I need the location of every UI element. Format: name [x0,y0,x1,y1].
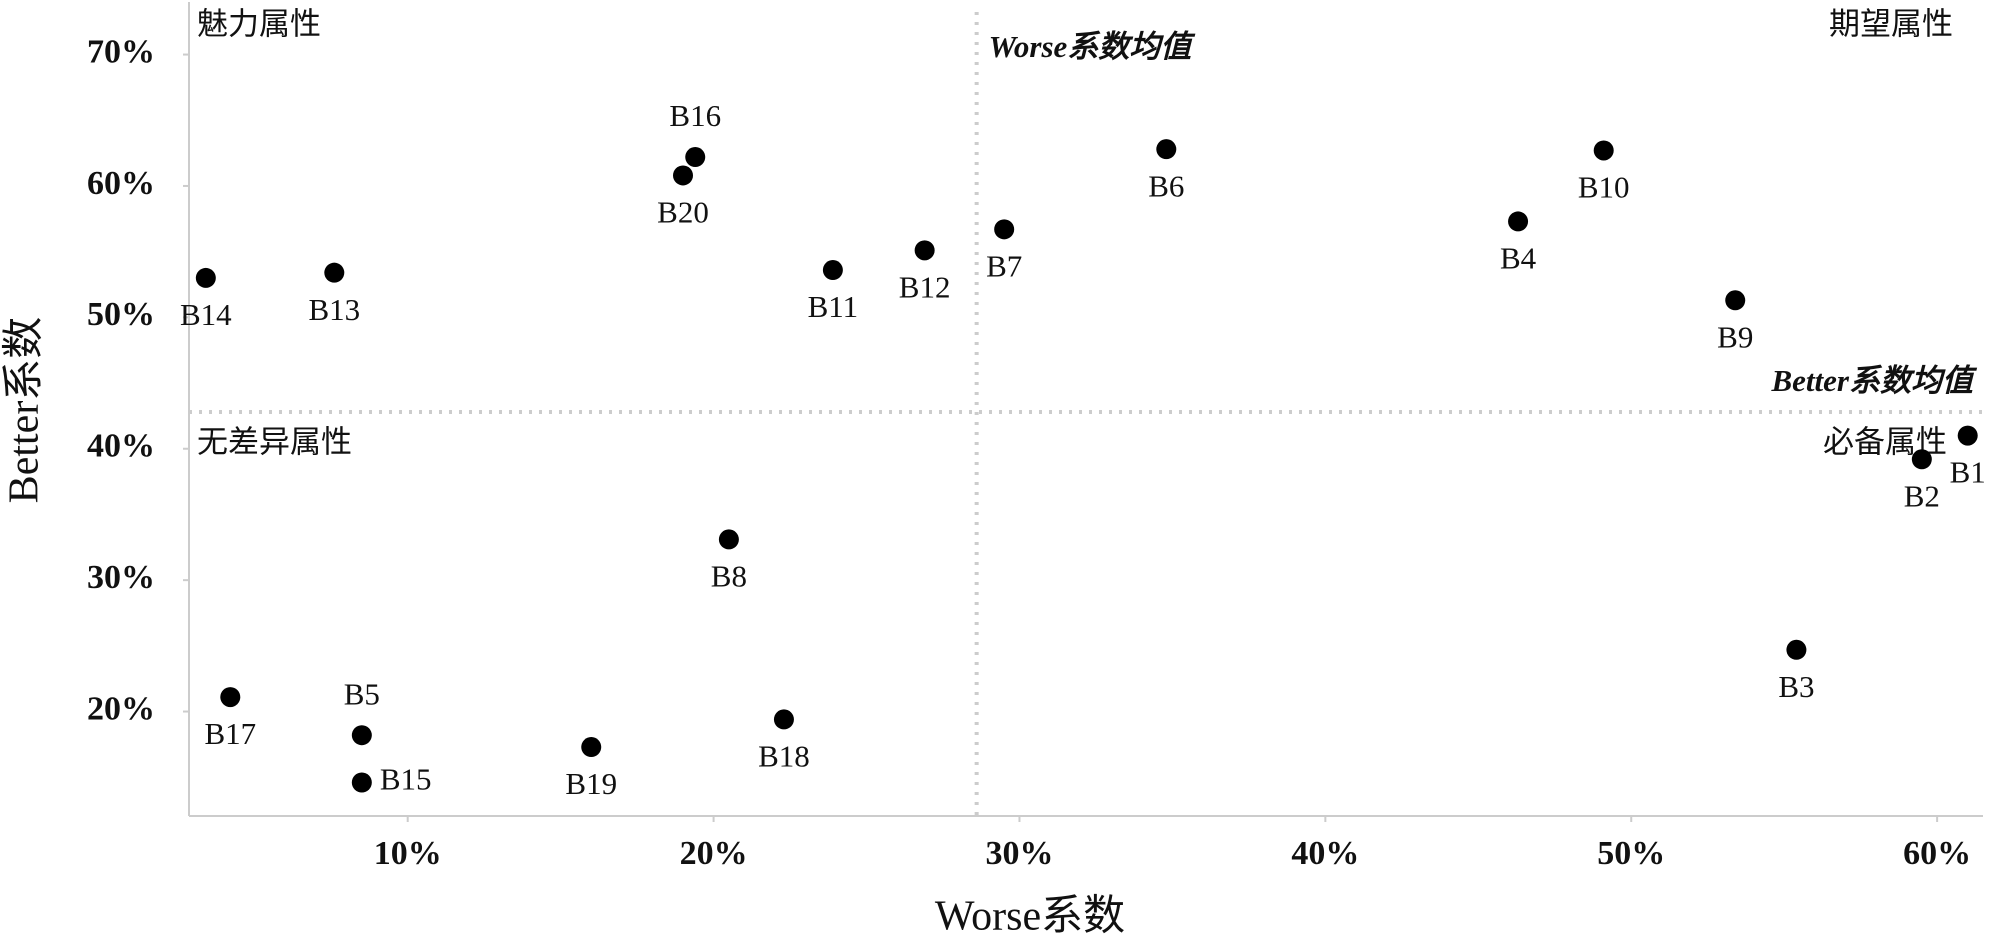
point [1957,425,1978,446]
reference-label: Worse系数均值 [989,29,1197,64]
point [1156,139,1177,160]
point [914,240,935,261]
point-label: B17 [204,716,256,751]
point [1508,211,1529,232]
point-label: B4 [1500,241,1537,276]
point [351,772,372,793]
point [718,529,739,550]
point-label: B20 [657,195,709,230]
point [220,687,241,708]
point-label: B5 [344,676,380,711]
x-axis-title: Worse系数 [935,894,1125,940]
point-label: B14 [180,297,232,332]
point [1786,639,1807,660]
point-label: B7 [986,248,1022,283]
x-tick-label: 60% [1903,835,1971,872]
point [773,709,794,730]
point-label: B13 [308,292,360,327]
point-label: B16 [669,98,721,133]
point-label: B19 [565,766,617,801]
point-label: B3 [1778,669,1814,704]
y-tick-label: 70% [87,33,155,70]
point [673,165,693,186]
point [324,262,345,283]
point [581,737,602,758]
point [1725,290,1746,311]
point-label: B2 [1904,478,1940,513]
point-label: B9 [1717,319,1753,354]
point [822,260,843,281]
point [351,725,372,746]
y-tick-label: 20% [87,690,155,727]
y-tick-label: 60% [87,165,155,202]
point [195,267,216,288]
x-tick-label: 10% [374,835,442,872]
point-label: B6 [1148,168,1184,203]
point-label: B18 [758,739,810,774]
point [994,219,1015,240]
x-tick-label: 40% [1291,835,1359,872]
point-label: B10 [1578,170,1630,205]
quadrant-label: 魅力属性 [197,7,321,43]
reference-label: Better系数均值 [1771,363,1978,398]
point [1911,449,1932,470]
y-tick-label: 50% [87,296,155,333]
x-tick-label: 20% [680,835,748,872]
y-axis-title: Better系数 [2,317,48,504]
y-tick-label: 30% [87,559,155,596]
quadrant-label: 无差异属性 [197,424,352,460]
point-label: B8 [711,559,747,594]
x-tick-label: 30% [985,835,1053,872]
x-tick-label: 50% [1597,835,1665,872]
point-label: B11 [808,289,859,324]
point-label: B1 [1950,455,1986,490]
point-label: B15 [380,762,432,797]
point [685,147,706,168]
quadrant-label: 期望属性 [1829,7,1953,43]
point-label: B12 [899,269,951,304]
point [1593,140,1614,161]
y-tick-label: 40% [87,428,155,465]
